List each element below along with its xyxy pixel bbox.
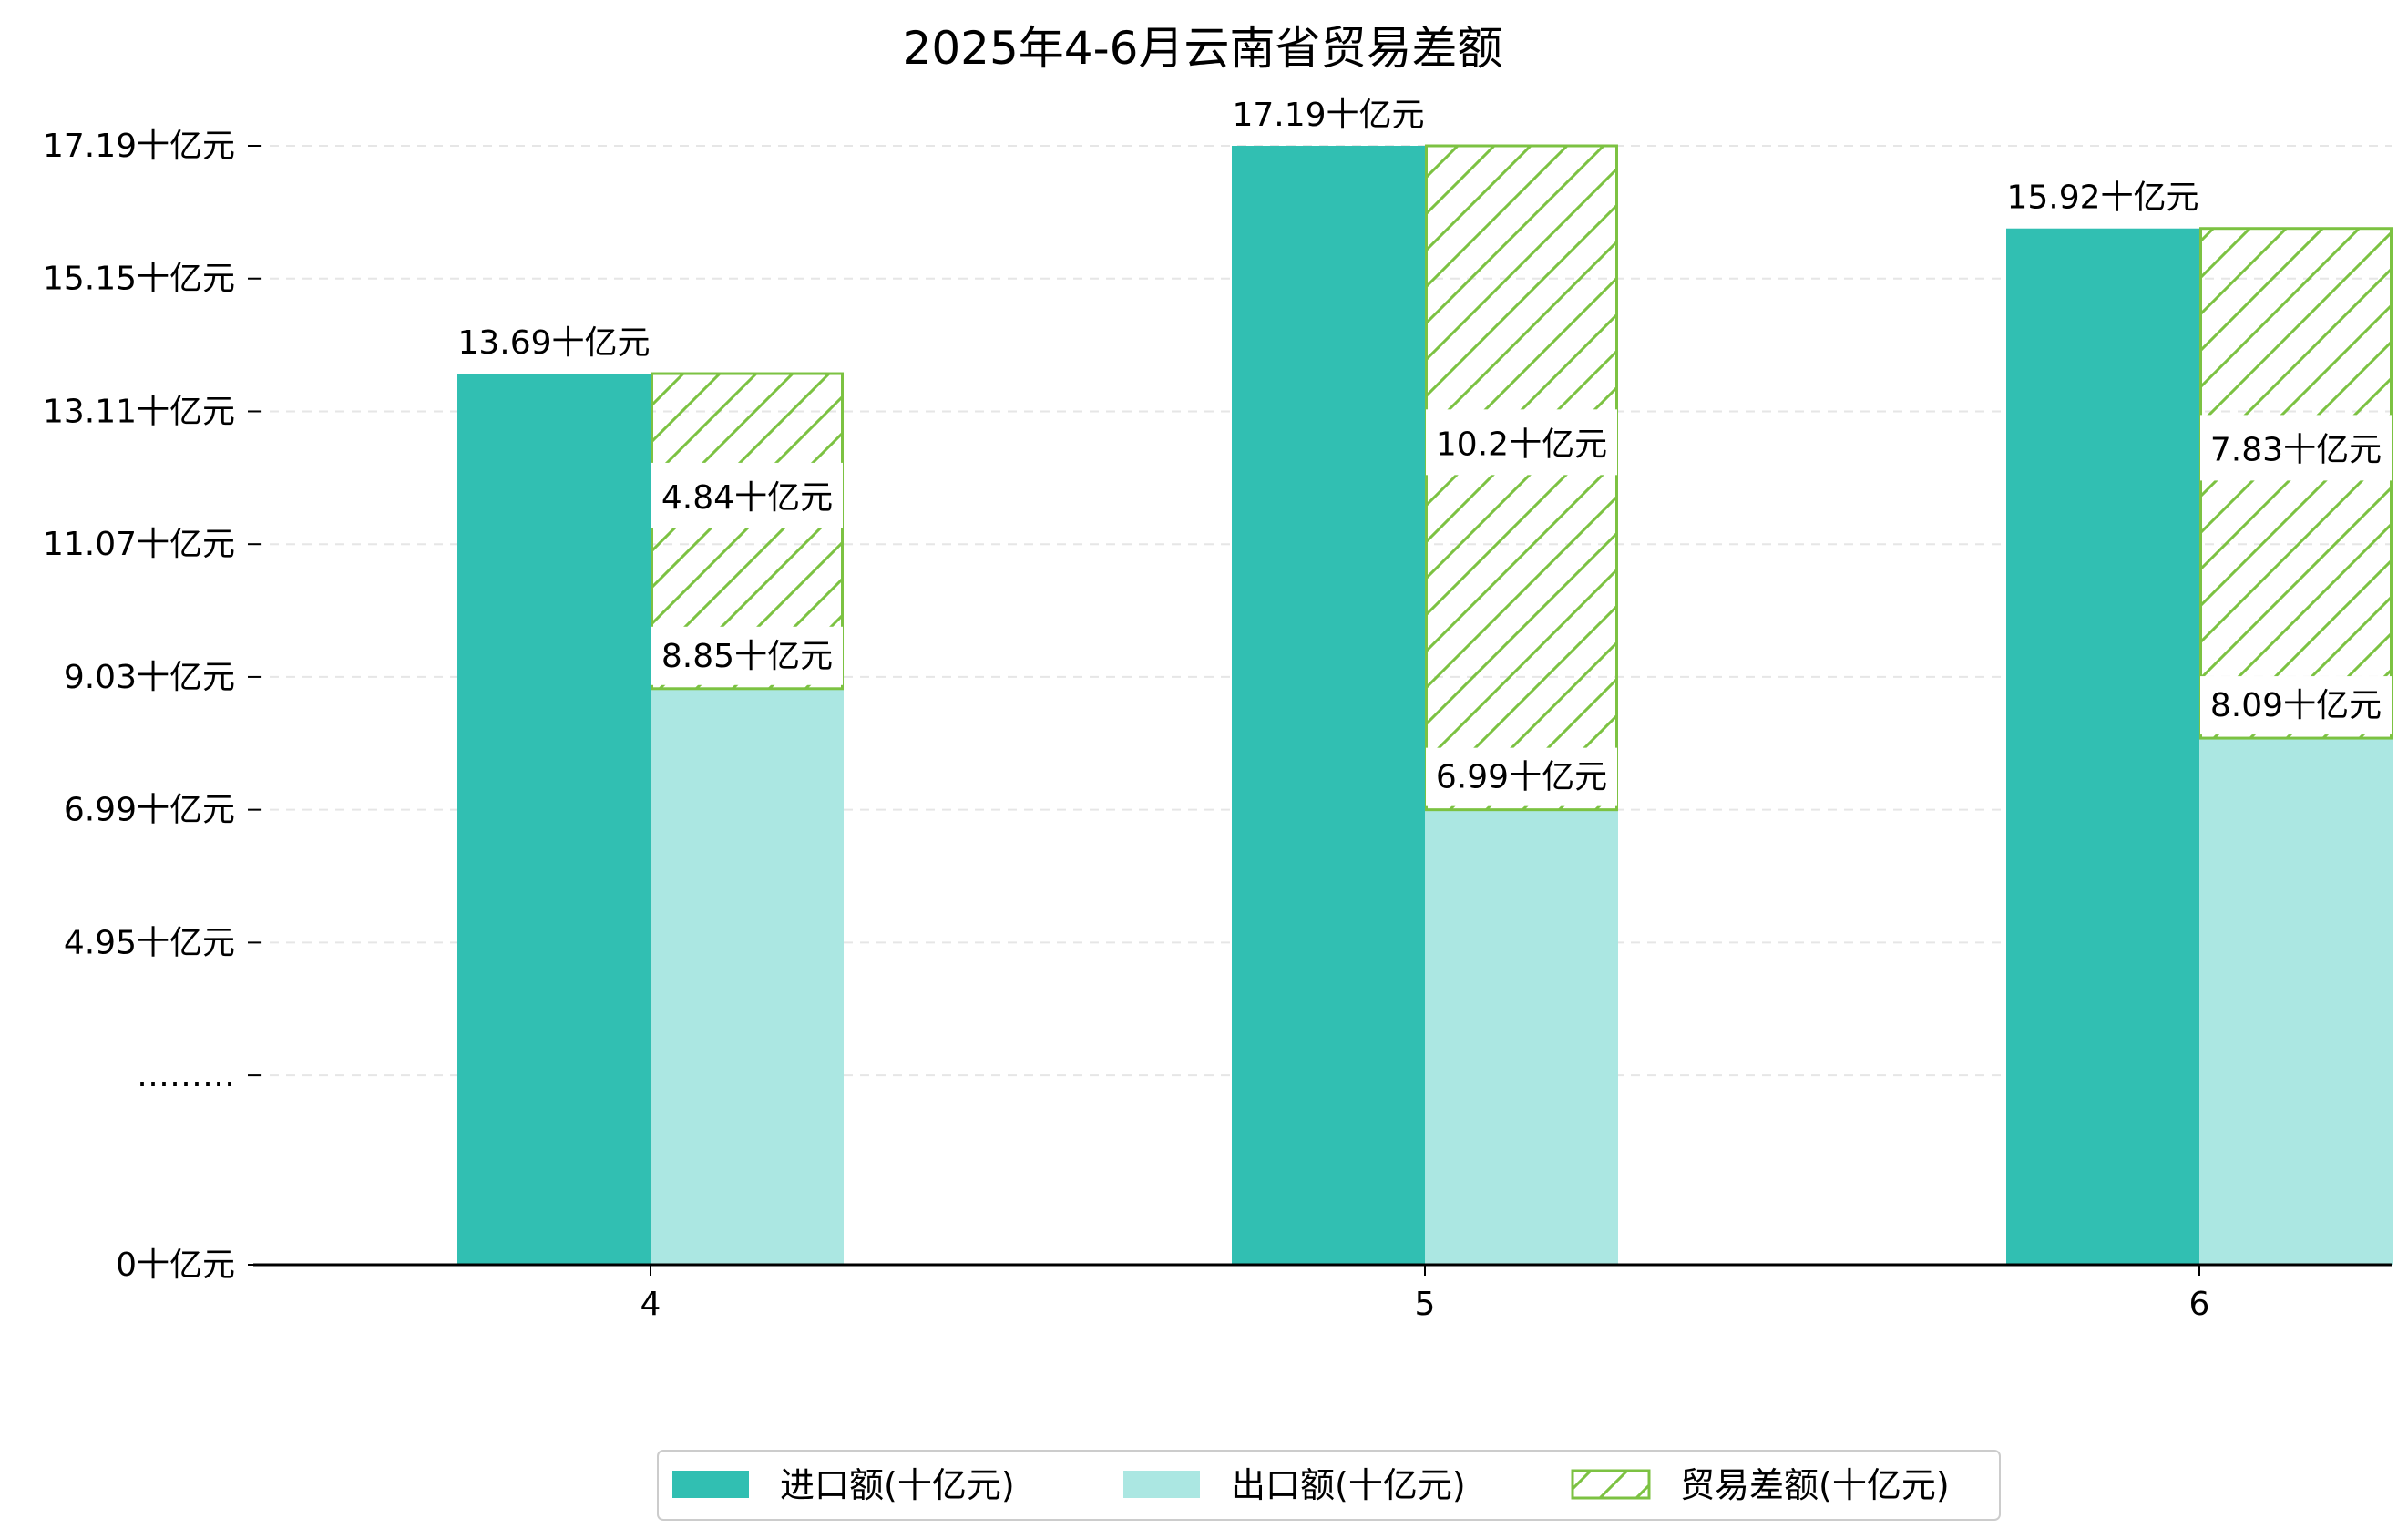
value-labels: 13.69十亿元 8.85十亿元 4.84十亿元 17.19十亿元 6.99十亿元 10.…	[457, 97, 2392, 806]
y-tick-label: 9.03十亿元	[64, 659, 235, 696]
import-bar	[2006, 228, 2199, 1265]
diff-value-label: 4.84十亿元	[661, 479, 833, 517]
legend-item[interactable]: 进口额(十亿元)	[672, 1465, 1015, 1505]
legend[interactable]: 进口额(十亿元) 出口额(十亿元) 贸易差额(十亿元)	[657, 1450, 2001, 1521]
x-tick-label: 5	[1415, 1286, 1436, 1323]
y-tick-label: 17.19十亿元	[43, 128, 235, 165]
y-tick-label: 4.95十亿元	[64, 924, 235, 961]
import-bar	[457, 374, 651, 1266]
legend-label: 进口额(十亿元)	[780, 1465, 1015, 1505]
axes: 0十亿元 ……… 4.95十亿元 6.99十亿元 9.03十亿元 11.07十亿元 13.1…	[43, 128, 2392, 1323]
export-label-box	[1426, 747, 1617, 806]
export-label-box	[651, 626, 843, 685]
export-bar	[651, 688, 844, 1265]
legend-label: 贸易差额(十亿元)	[1680, 1465, 1950, 1505]
export-bar	[1425, 809, 1618, 1265]
y-tick-label: 13.11十亿元	[43, 393, 235, 430]
import-value-label: 13.69十亿元	[457, 324, 650, 362]
y-tick-label: 15.15十亿元	[43, 261, 235, 298]
legend-item[interactable]: 出口额(十亿元)	[1123, 1465, 1466, 1505]
x-tick-label: 6	[2189, 1286, 2210, 1323]
export-value-label: 8.09十亿元	[2210, 687, 2382, 724]
export-bar	[2199, 738, 2393, 1265]
y-tick-label: 11.07十亿元	[43, 526, 235, 563]
legend-box	[657, 1450, 2001, 1521]
x-tick-label: 4	[640, 1286, 661, 1323]
legend-label: 出口额(十亿元)	[1231, 1465, 1466, 1505]
legend-swatch	[1123, 1471, 1200, 1498]
legend-swatch	[672, 1471, 749, 1498]
export-label-box	[2200, 676, 2392, 735]
diff-value-label: 7.83十亿元	[2210, 431, 2382, 468]
diff-label-box	[651, 462, 843, 528]
diff-label-box	[1426, 409, 1617, 476]
trade-balance-bar	[1425, 144, 1618, 812]
import-value-label: 17.19十亿元	[1232, 97, 1424, 134]
diff-label-box	[2200, 415, 2392, 481]
import-value-label: 15.92十亿元	[2006, 180, 2198, 217]
y-tick-label: ………	[137, 1057, 235, 1094]
chart-title: 2025年4-6月云南省贸易差额	[903, 22, 1503, 75]
legend-item[interactable]: 贸易差额(十亿元)	[1571, 1465, 1950, 1505]
import-bar	[1232, 146, 1425, 1265]
bars	[457, 144, 2393, 1266]
trade-balance-bar	[2199, 227, 2393, 740]
y-tick-label: 0十亿元	[116, 1247, 235, 1284]
legend-swatch	[1571, 1469, 1651, 1500]
export-value-label: 8.85十亿元	[661, 638, 833, 675]
y-tick-label: 6.99十亿元	[64, 792, 235, 829]
diff-value-label: 10.2十亿元	[1436, 426, 1607, 463]
export-value-label: 6.99十亿元	[1436, 759, 1607, 796]
